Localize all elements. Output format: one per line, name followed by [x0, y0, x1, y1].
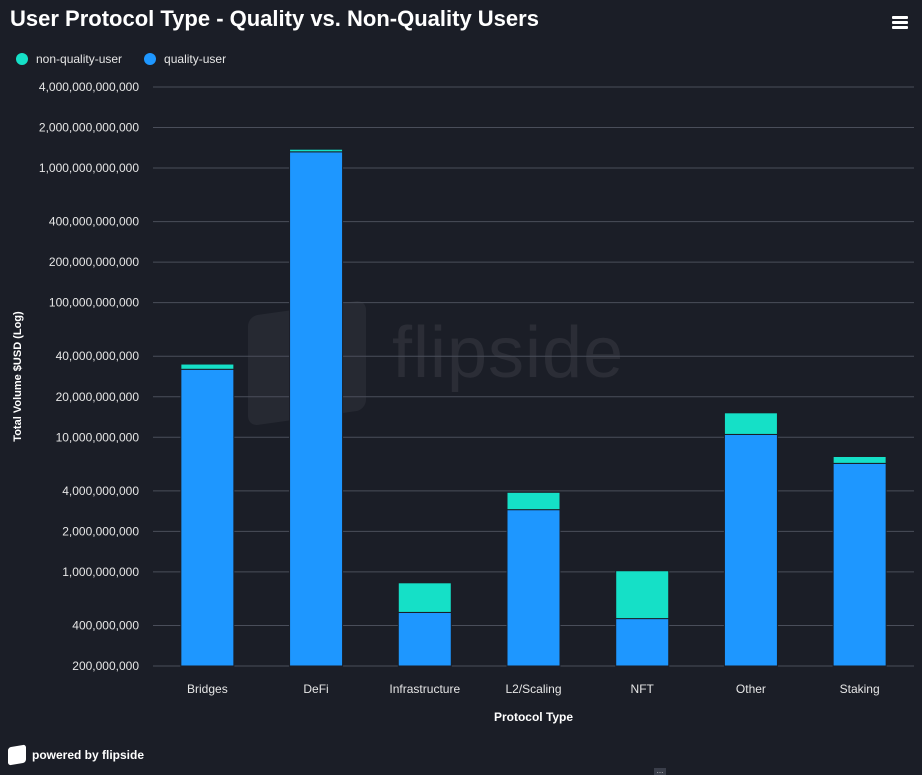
- legend-label-quality-user: quality-user: [164, 52, 227, 66]
- y-tick-label: 1,000,000,000,000: [39, 161, 139, 175]
- y-tick-label: 400,000,000,000: [49, 215, 139, 229]
- x-tick-label: Other: [736, 682, 766, 696]
- y-axis-title: Total Volume $USD (Log): [12, 311, 24, 442]
- bar-quality-user[interactable]: [723, 433, 778, 667]
- footer-label: powered by flipside: [32, 748, 145, 762]
- x-tick-label: Staking: [840, 682, 880, 696]
- y-tick-label: 400,000,000: [72, 618, 139, 632]
- y-tick-label: 1,000,000,000: [62, 565, 139, 579]
- bar-quality-user[interactable]: [615, 618, 670, 667]
- bar-non-quality-user[interactable]: [506, 491, 561, 511]
- watermark-text: flipside: [392, 313, 625, 393]
- x-tick-label: NFT: [631, 682, 655, 696]
- bar-quality-user[interactable]: [180, 368, 235, 667]
- legend-swatch-non-quality-user: [16, 53, 28, 65]
- legend-item-quality-user[interactable]: quality-user: [144, 52, 226, 66]
- bar-non-quality-user[interactable]: [832, 455, 887, 464]
- bar-quality-user[interactable]: [506, 509, 561, 667]
- y-tick-label: 2,000,000,000: [62, 524, 139, 538]
- flipside-logo-icon: [8, 744, 26, 766]
- y-tick-label: 10,000,000,000: [56, 430, 140, 444]
- x-axis-title: Protocol Type: [494, 710, 573, 724]
- y-tick-label: 4,000,000,000: [62, 484, 139, 498]
- chart-title: User Protocol Type - Quality vs. Non-Qua…: [10, 6, 539, 31]
- bar-non-quality-user[interactable]: [723, 412, 778, 435]
- x-tick-label: Infrastructure: [389, 682, 460, 696]
- x-tick-label: DeFi: [303, 682, 328, 696]
- bar-quality-user[interactable]: [832, 462, 887, 667]
- x-tick-label: L2/Scaling: [505, 682, 561, 696]
- chart-canvas: 200,000,000 400,000,000 1,000,000,000 2,000…: [12, 80, 914, 724]
- x-tick-label: Bridges: [187, 682, 228, 696]
- legend: non-quality-user quality-user: [16, 52, 226, 66]
- bar-non-quality-user[interactable]: [289, 148, 344, 153]
- y-tick-label: 40,000,000,000: [56, 349, 140, 363]
- footer: powered by flipside: [8, 744, 145, 766]
- y-tick-label: 4,000,000,000,000: [39, 80, 139, 94]
- bar-non-quality-user[interactable]: [180, 363, 235, 370]
- y-tick-label: 200,000,000,000: [49, 255, 139, 269]
- bar-quality-user[interactable]: [397, 611, 452, 667]
- bar-non-quality-user[interactable]: [397, 582, 452, 613]
- y-tick-label: 2,000,000,000,000: [39, 121, 139, 135]
- y-tick-label: 200,000,000: [72, 659, 139, 673]
- legend-label-non-quality-user: non-quality-user: [36, 52, 123, 66]
- resize-handle-icon[interactable]: ...: [654, 767, 666, 775]
- bar-quality-user[interactable]: [289, 151, 344, 667]
- bar-non-quality-user[interactable]: [615, 570, 670, 620]
- legend-swatch-quality-user: [144, 53, 157, 65]
- y-tick-label: 100,000,000,000: [49, 296, 139, 310]
- legend-item-non-quality-user[interactable]: non-quality-user: [16, 52, 122, 66]
- y-tick-label: 20,000,000,000: [56, 390, 140, 404]
- hamburger-menu-icon[interactable]: [890, 14, 910, 30]
